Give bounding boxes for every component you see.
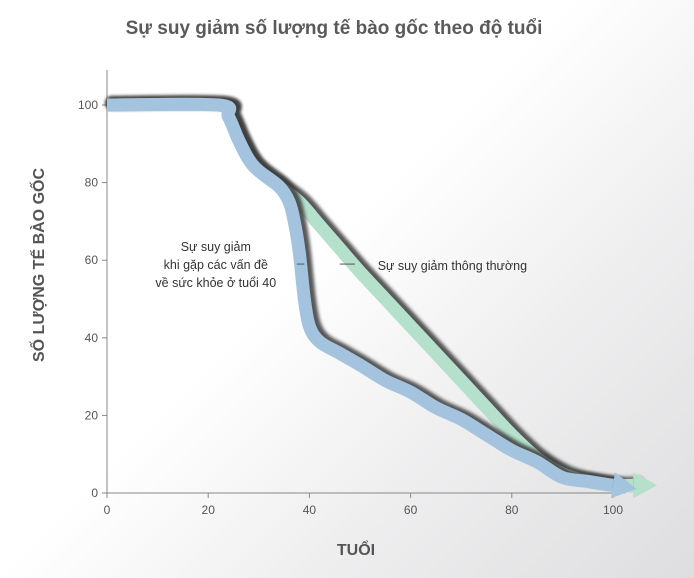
normal-annotation: Sự suy giảm thông thường [378, 259, 527, 273]
problem-annotation-line: về sức khỏe ở tuổi 40 [155, 276, 276, 290]
series-line [106, 97, 614, 492]
series-arrowhead [633, 472, 658, 499]
x-tick-label: 0 [104, 503, 111, 517]
x-tick-label: 60 [404, 503, 418, 517]
x-tick-label: 20 [202, 503, 216, 517]
y-tick-label: 40 [85, 331, 99, 345]
y-axis-label: SỐ LƯỢNG TẾ BÀO GỐC [28, 168, 48, 362]
y-tick-label: 80 [85, 176, 99, 190]
plot-area: 0 20 40 60 80 100 0 20 40 60 80 100 Sự suy giảm khi … [78, 70, 658, 517]
series-health-problem-decline [105, 95, 637, 499]
problem-annotation-line: khi gặp các vấn đề [164, 258, 268, 272]
x-tick-label: 80 [505, 503, 519, 517]
y-tick-label: 100 [78, 98, 98, 112]
x-axis-label: TUỔI [337, 540, 375, 559]
tick-group: 0 20 40 60 80 100 0 20 40 60 80 100 [78, 98, 623, 517]
series-shadow [105, 95, 625, 490]
series-layer [105, 95, 658, 499]
y-tick-label: 20 [85, 408, 99, 422]
chart-title: Sự suy giảm số lượng tế bào gốc theo độ … [126, 18, 543, 39]
x-tick-label: 100 [603, 503, 623, 517]
series-line [106, 97, 634, 493]
annotation-layer: Sự suy giảm khi gặp các vấn đề về sức khỏe… [155, 240, 527, 290]
series-arrowhead [611, 472, 637, 499]
x-tick-label: 40 [303, 503, 317, 517]
y-tick-label: 0 [91, 486, 98, 500]
series-normal-decline [105, 95, 658, 499]
y-tick-label: 60 [85, 253, 99, 267]
problem-annotation-line: Sự suy giảm [181, 240, 251, 254]
